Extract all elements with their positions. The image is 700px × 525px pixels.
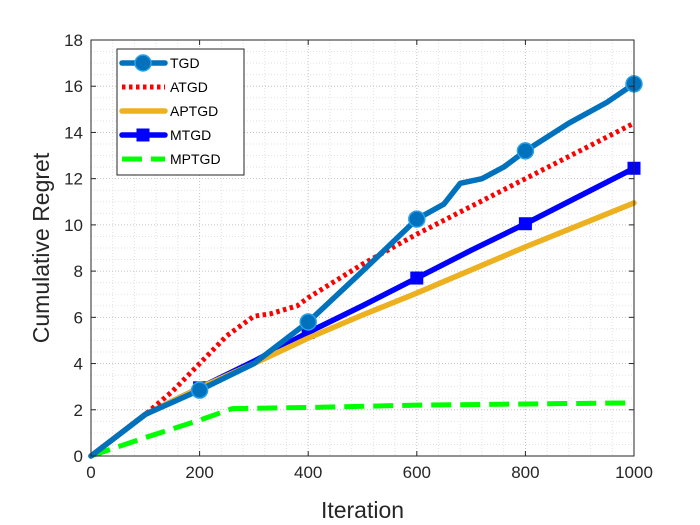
x-tick-label: 800 [511, 463, 539, 482]
data-point-tgd [408, 210, 426, 228]
data-point-tgd [516, 142, 535, 160]
y-tick-label: 10 [64, 216, 83, 235]
x-tick-label: 1000 [615, 463, 653, 482]
y-tick-label: 14 [64, 123, 83, 142]
y-tick-label: 2 [74, 401, 83, 420]
legend-label-atgd: ATGD [170, 79, 208, 95]
series-layer [88, 75, 643, 459]
series-tgd [88, 75, 643, 459]
legend-marker-mtgd [136, 128, 150, 142]
x-tick-label: 400 [294, 463, 322, 482]
x-tick-label: 0 [86, 463, 95, 482]
series-line-tgd [88, 81, 637, 459]
legend-label-aptgd: APTGD [170, 103, 218, 119]
data-point-mtgd [410, 271, 424, 285]
series-line-atgd [89, 120, 636, 458]
y-tick-label: 16 [64, 77, 83, 96]
y-tick-label: 0 [74, 447, 83, 466]
x-tick-label: 200 [185, 463, 213, 482]
legend-label-tgd: TGD [170, 55, 200, 71]
legend-label-mptgd: MPTGD [170, 151, 221, 167]
data-point-mtgd [518, 217, 532, 231]
x-tick-label: 600 [403, 463, 431, 482]
ticks: 0 200 400 600 800 1000 0 2 4 6 8 10 12 14 16 18 [64, 31, 653, 482]
data-point-tgd [190, 381, 209, 399]
series-line-mptgd [90, 400, 635, 459]
legend-marker-tgd [134, 54, 152, 72]
y-tick-label: 4 [74, 355, 83, 374]
legend: TGD ATGD APTGD MTGD MPTGD [116, 48, 245, 176]
series-mptgd [90, 400, 635, 459]
series-atgd [89, 120, 636, 458]
axes-box [90, 39, 635, 457]
y-tick-label: 8 [74, 262, 83, 281]
data-point-tgd [299, 313, 317, 331]
y-tick-label: 12 [64, 170, 83, 189]
y-tick-label: 18 [64, 31, 83, 50]
legend-label-mtgd: MTGD [170, 127, 211, 143]
x-axis-label: Iteration [321, 497, 404, 523]
y-axis-label: Cumulative Regret [28, 152, 54, 343]
y-tick-label: 6 [74, 308, 83, 327]
